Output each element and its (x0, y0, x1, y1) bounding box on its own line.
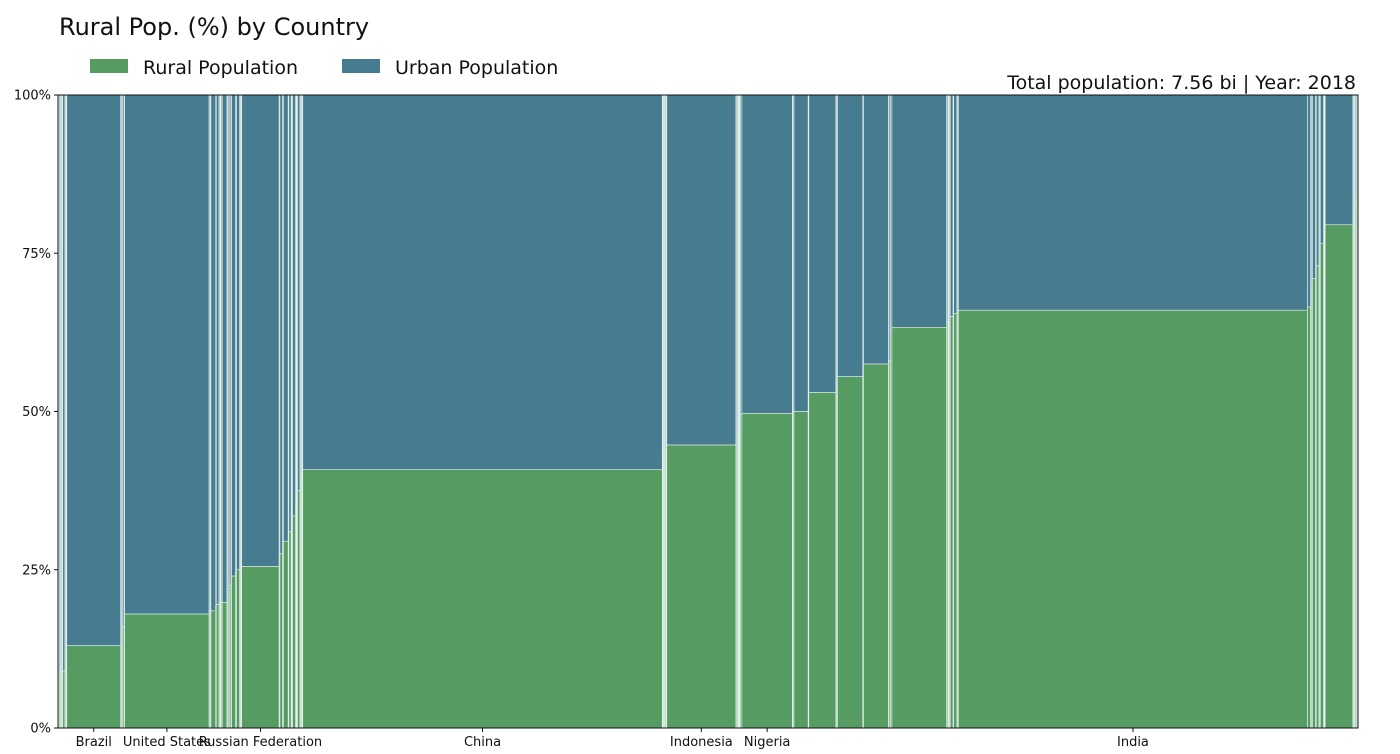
bar-urban-99 (958, 94, 1308, 311)
bar-rural-88 (891, 327, 947, 729)
legend-label-rural: Rural Population (143, 57, 298, 79)
bar-rural-39 (241, 566, 280, 729)
bar-urban-112 (1324, 94, 1354, 226)
bar-urban-16 (124, 94, 210, 615)
bar-urban-74 (741, 94, 793, 414)
bar-urban-43 (283, 94, 289, 542)
bar-urban-41 (279, 94, 283, 555)
bar-urban-35 (236, 94, 240, 571)
y-tick-label: 50% (22, 405, 51, 420)
bar-urban-57 (302, 94, 663, 471)
y-tick-label: 25% (22, 563, 51, 578)
bar-urban-11 (66, 94, 122, 647)
bar-rural-27 (221, 602, 228, 729)
bar-rural-105 (1316, 265, 1320, 729)
bar-rural-82 (837, 376, 864, 729)
bar-urban-33 (231, 94, 236, 577)
y-tick-label: 0% (30, 722, 51, 737)
bar-urban-96 (953, 94, 958, 314)
x-tick-label: Indonesia (670, 735, 733, 750)
bar-urban-100 (1307, 94, 1311, 308)
bar-urban-52 (297, 94, 301, 491)
chart-subtitle: Total population: 7.56 bi | Year: 2018 (1006, 72, 1356, 94)
bar-rural-35 (236, 569, 240, 729)
legend-label-urban: Urban Population (395, 57, 558, 79)
bar-urban-45 (288, 94, 292, 533)
bar-urban-77 (793, 94, 809, 412)
bar-urban-21 (216, 94, 220, 605)
bar-rural-52 (297, 490, 301, 729)
bar-rural-45 (288, 531, 292, 729)
x-tick-label: Brazil (76, 735, 112, 750)
chart-title: Rural Pop. (%) by Country (59, 13, 369, 41)
bar-rural-77 (793, 411, 809, 729)
bar-rural-19 (210, 610, 216, 729)
x-tick-label: Nigeria (744, 735, 791, 750)
bar-rural-100 (1307, 306, 1311, 729)
y-tick-label: 75% (22, 247, 51, 262)
x-tick-label: Russian Federation (199, 735, 322, 750)
bar-urban-65 (666, 94, 737, 446)
bar-urban-105 (1316, 94, 1320, 267)
bar-rural-57 (302, 469, 663, 729)
y-axis: 0% 25% 50% 75% 100% (14, 89, 58, 737)
bar-urban-7 (62, 94, 66, 672)
bar-urban-103 (1312, 94, 1316, 279)
bar-rural-21 (216, 604, 220, 729)
bar-rural-94 (949, 316, 954, 729)
bar-urban-48 (292, 94, 296, 517)
bar-urban-27 (221, 94, 228, 603)
legend-swatch-urban (342, 59, 380, 73)
bar-urban-108 (1320, 94, 1324, 245)
bar-rural-103 (1312, 278, 1316, 729)
bar-urban-84 (863, 94, 889, 365)
bar-rural-112 (1324, 224, 1354, 729)
bar-rural-84 (863, 363, 889, 729)
legend: Rural Population Urban Population (90, 57, 558, 79)
bar-urban-88 (891, 94, 947, 328)
bar-rural-79 (808, 392, 837, 729)
bar-rural-11 (66, 645, 122, 729)
plot-frame (57, 94, 1359, 729)
bar-rural-41 (279, 553, 283, 729)
bar-rural-96 (953, 313, 958, 729)
bar-rural-74 (741, 413, 793, 729)
bar-rural-48 (292, 515, 296, 729)
bar-urban-82 (837, 94, 864, 377)
bar-rural-7 (62, 670, 66, 729)
bar-rural-33 (231, 575, 236, 729)
y-tick-label: 100% (14, 89, 51, 104)
legend-swatch-rural (90, 59, 128, 73)
x-tick-label: United States (123, 735, 211, 750)
bar-urban-19 (210, 94, 216, 612)
bar-urban-94 (949, 94, 954, 317)
x-tick-label: India (1117, 735, 1149, 750)
bars (57, 94, 1359, 729)
bar-rural-108 (1320, 243, 1324, 729)
bar-rural-65 (666, 444, 737, 729)
bar-rural-16 (124, 613, 210, 729)
bar-rural-43 (283, 540, 289, 729)
bar-urban-79 (808, 94, 837, 393)
bar-rural-99 (958, 309, 1308, 729)
x-tick-label: China (464, 735, 501, 750)
bar-urban-39 (241, 94, 280, 567)
